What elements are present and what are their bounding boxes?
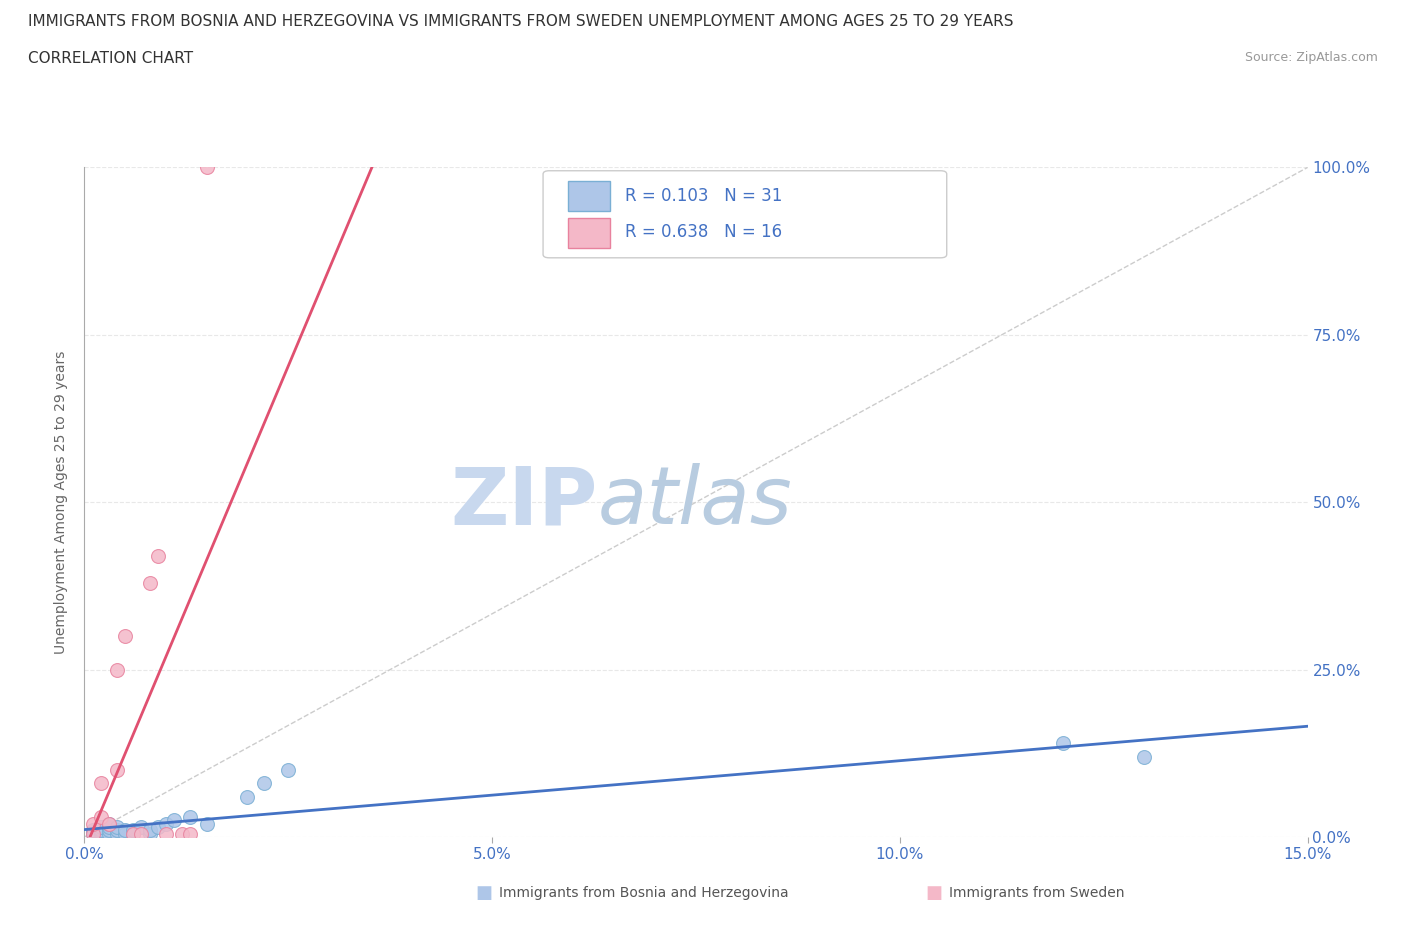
Point	[195, 817, 218, 831]
Point	[114, 823, 136, 838]
Point	[253, 776, 276, 790]
Point	[138, 823, 160, 838]
Point	[131, 826, 153, 841]
Point	[172, 826, 194, 841]
Bar	[568, 180, 610, 211]
Point	[122, 826, 145, 841]
Point	[105, 662, 128, 677]
Point	[90, 826, 112, 841]
Text: ■: ■	[925, 884, 942, 902]
Point	[146, 549, 169, 564]
Point	[105, 763, 128, 777]
Point	[97, 826, 120, 841]
Text: R = 0.638   N = 16: R = 0.638 N = 16	[626, 223, 782, 242]
Text: Source: ZipAtlas.com: Source: ZipAtlas.com	[1244, 51, 1378, 64]
Point	[90, 823, 112, 838]
Point	[105, 819, 128, 834]
Point	[82, 826, 104, 841]
Point	[122, 826, 145, 841]
Point	[146, 819, 169, 834]
Point	[163, 813, 186, 828]
Bar	[568, 218, 610, 247]
Point	[82, 826, 104, 841]
Y-axis label: Unemployment Among Ages 25 to 29 years: Unemployment Among Ages 25 to 29 years	[55, 351, 69, 654]
FancyBboxPatch shape	[543, 171, 946, 258]
Text: CORRELATION CHART: CORRELATION CHART	[28, 51, 193, 66]
Point	[131, 819, 153, 834]
Point	[277, 763, 299, 777]
Point	[236, 790, 259, 804]
Point	[114, 826, 136, 841]
Point	[82, 824, 104, 839]
Point	[155, 826, 177, 841]
Point	[138, 575, 160, 590]
Point	[97, 819, 120, 834]
Point	[97, 817, 120, 831]
Point	[105, 826, 128, 841]
Point	[155, 817, 177, 831]
Point	[1052, 736, 1074, 751]
Point	[1133, 750, 1156, 764]
Point	[179, 809, 201, 824]
Text: IMMIGRANTS FROM BOSNIA AND HERZEGOVINA VS IMMIGRANTS FROM SWEDEN UNEMPLOYMENT AM: IMMIGRANTS FROM BOSNIA AND HERZEGOVINA V…	[28, 14, 1014, 29]
Point	[82, 817, 104, 831]
Point	[138, 826, 160, 841]
Text: Immigrants from Bosnia and Herzegovina: Immigrants from Bosnia and Herzegovina	[499, 885, 789, 900]
Point	[114, 629, 136, 644]
Point	[195, 160, 218, 175]
Text: atlas: atlas	[598, 463, 793, 541]
Point	[97, 823, 120, 838]
Point	[90, 809, 112, 824]
Text: ■: ■	[475, 884, 492, 902]
Point	[122, 823, 145, 838]
Point	[90, 824, 112, 839]
Text: Immigrants from Sweden: Immigrants from Sweden	[949, 885, 1125, 900]
Text: ZIP: ZIP	[451, 463, 598, 541]
Point	[179, 826, 201, 841]
Point	[105, 823, 128, 838]
Point	[90, 819, 112, 834]
Point	[90, 776, 112, 790]
Point	[82, 823, 104, 838]
Point	[97, 817, 120, 831]
Text: R = 0.103   N = 31: R = 0.103 N = 31	[626, 187, 782, 205]
